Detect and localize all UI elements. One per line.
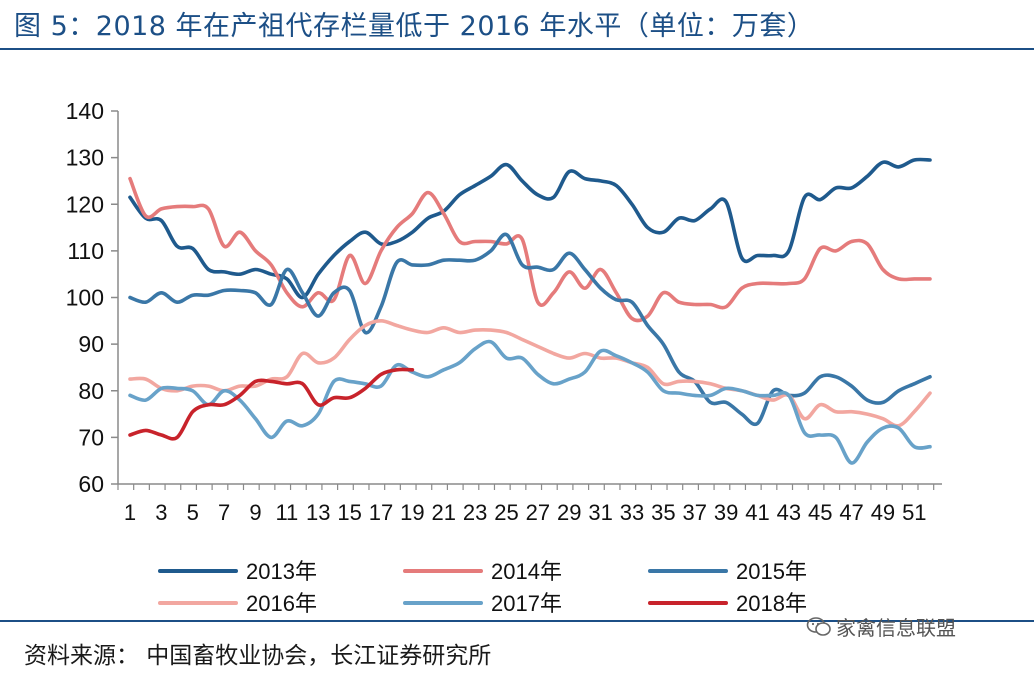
series-line-1 (128, 157, 932, 300)
series-line-4 (128, 319, 932, 428)
x-tick-label: 5 (187, 500, 199, 525)
legend-label: 2014年 (491, 559, 562, 584)
series-line-2 (128, 176, 932, 323)
x-tick-label: 13 (306, 500, 330, 525)
y-tick-label: 110 (67, 238, 104, 264)
legend-label: 2017年 (491, 591, 562, 616)
y-tick-label: 80 (78, 378, 104, 404)
x-tick-label: 9 (249, 500, 261, 525)
x-tick-label: 27 (526, 500, 550, 525)
x-tick-label: 19 (400, 500, 424, 525)
watermark-text: 家禽信息联盟 (836, 616, 956, 640)
y-tick-label: 60 (78, 471, 104, 497)
x-tick-label: 25 (494, 500, 518, 525)
legend-label: 2013年 (246, 559, 317, 584)
x-tick-label: 35 (651, 500, 675, 525)
x-tick-label: 37 (682, 500, 706, 525)
figure-title: 图 5：2018 年在产祖代存栏量低于 2016 年水平（单位：万套） (14, 11, 815, 42)
x-tick-label: 39 (714, 500, 738, 525)
x-axis: 1 3 5 7 9 11 13 15 17 19 21 23 25 27 29 31 33 35 37 39 41 43 4… (117, 483, 942, 525)
y-tick-label: 70 (78, 424, 104, 450)
source-note: 资料来源： 中国畜牧业协会，长江证券研究所 (24, 643, 492, 669)
y-tick-label: 100 (66, 285, 104, 311)
x-tick-label: 41 (745, 500, 769, 525)
series-line-3 (128, 232, 932, 427)
y-tick-label: 120 (66, 191, 104, 217)
x-tick-label: 43 (777, 500, 801, 525)
x-tick-label: 23 (463, 500, 487, 525)
watermark: 家禽信息联盟 (806, 612, 956, 641)
y-tick-label: 130 (66, 145, 104, 171)
x-tick-label: 31 (588, 500, 612, 525)
x-tick-label: 7 (218, 500, 230, 525)
legend-label: 2016年 (246, 591, 317, 616)
source-rule (0, 620, 1034, 622)
x-tick-label: 49 (871, 500, 895, 525)
x-tick-label: 3 (155, 500, 167, 525)
x-tick-label: 17 (369, 500, 393, 525)
x-tick-label: 21 (431, 500, 455, 525)
y-tick-label: 140 (66, 98, 104, 124)
x-tick-label: 1 (124, 500, 136, 525)
legend-label: 2015年 (736, 559, 807, 584)
title-rule (0, 48, 1034, 50)
wechat-icon (806, 616, 831, 636)
series-line-6 (128, 367, 415, 441)
legend: 2013年 2014年 2015年 2016年 2017年 2018年 (158, 559, 807, 616)
x-tick-label: 29 (557, 500, 581, 525)
x-tick-label: 47 (839, 500, 863, 525)
x-tick-label: 33 (620, 500, 644, 525)
y-axis: 60 70 80 90 100 110 120 130 140 (66, 98, 119, 497)
x-tick-label: 51 (902, 500, 926, 525)
series-layer (128, 157, 932, 465)
y-tick-label: 90 (78, 331, 104, 357)
x-tick-label: 45 (808, 500, 832, 525)
x-tick-label: 15 (337, 500, 361, 525)
series-line-5 (128, 339, 932, 465)
x-tick-label: 11 (275, 500, 298, 525)
legend-label: 2018年 (736, 591, 807, 616)
